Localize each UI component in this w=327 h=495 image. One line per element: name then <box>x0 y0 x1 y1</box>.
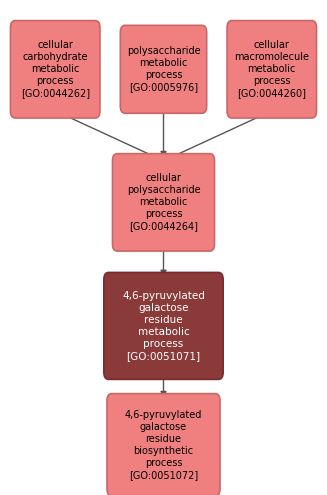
Text: cellular
polysaccharide
metabolic
process
[GO:0044264]: cellular polysaccharide metabolic proces… <box>127 173 200 231</box>
Text: cellular
carbohydrate
metabolic
process
[GO:0044262]: cellular carbohydrate metabolic process … <box>21 40 90 99</box>
Text: polysaccharide
metabolic
process
[GO:0005976]: polysaccharide metabolic process [GO:000… <box>127 47 200 92</box>
Text: 4,6-pyruvylated
galactose
residue
metabolic
process
[GO:0051071]: 4,6-pyruvylated galactose residue metabo… <box>122 291 205 361</box>
FancyBboxPatch shape <box>10 21 100 118</box>
Text: 4,6-pyruvylated
galactose
residue
biosynthetic
process
[GO:0051072]: 4,6-pyruvylated galactose residue biosyn… <box>125 410 202 480</box>
FancyBboxPatch shape <box>112 153 215 251</box>
FancyBboxPatch shape <box>107 394 220 495</box>
Text: cellular
macromolecule
metabolic
process
[GO:0044260]: cellular macromolecule metabolic process… <box>234 40 309 99</box>
FancyBboxPatch shape <box>104 272 223 379</box>
FancyBboxPatch shape <box>120 25 207 113</box>
FancyBboxPatch shape <box>227 21 317 118</box>
